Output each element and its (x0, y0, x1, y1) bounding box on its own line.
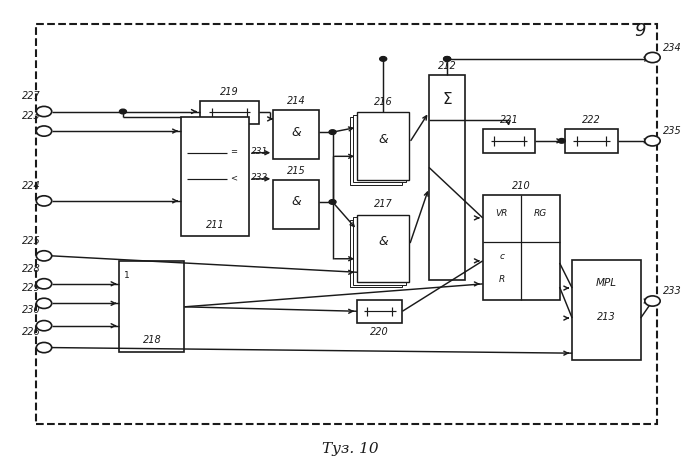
Circle shape (36, 196, 52, 206)
Text: 235: 235 (663, 126, 682, 136)
Circle shape (558, 139, 565, 143)
Circle shape (645, 52, 660, 63)
Text: 216: 216 (374, 97, 393, 107)
Text: c: c (499, 252, 505, 261)
Circle shape (329, 130, 336, 134)
Text: 230: 230 (22, 305, 41, 315)
Circle shape (36, 342, 52, 353)
Text: 9: 9 (634, 22, 645, 40)
Bar (483, 195, 559, 300)
Bar (357, 215, 410, 283)
Bar (357, 113, 410, 180)
Text: 1: 1 (125, 271, 130, 281)
Text: &: & (291, 196, 301, 208)
Bar (181, 117, 249, 236)
Text: RG: RG (533, 209, 547, 218)
Text: 226: 226 (22, 327, 41, 337)
Circle shape (444, 57, 451, 61)
Bar (36, 24, 657, 425)
Bar (120, 262, 184, 352)
Circle shape (36, 106, 52, 117)
Circle shape (645, 296, 660, 306)
Text: 231: 231 (251, 147, 268, 156)
Bar (199, 101, 259, 124)
Circle shape (36, 320, 52, 331)
Bar (354, 115, 406, 182)
Text: &: & (378, 133, 388, 146)
Bar (565, 129, 617, 153)
Text: 232: 232 (251, 173, 268, 183)
Bar (429, 75, 466, 280)
Text: =: = (230, 147, 237, 156)
Text: R: R (499, 275, 505, 284)
Text: &: & (378, 235, 388, 248)
Text: 229: 229 (22, 283, 41, 293)
Text: &: & (291, 126, 301, 139)
Circle shape (379, 57, 386, 61)
Circle shape (120, 109, 127, 114)
Circle shape (36, 126, 52, 136)
Text: 223: 223 (22, 111, 41, 121)
Bar (483, 129, 535, 153)
Circle shape (645, 136, 660, 146)
Circle shape (36, 251, 52, 261)
Bar (273, 180, 318, 229)
Text: Σ: Σ (442, 92, 452, 107)
Text: VR: VR (496, 209, 508, 218)
Bar (350, 117, 402, 184)
Bar (572, 260, 640, 360)
Text: 221: 221 (500, 115, 518, 125)
Text: 225: 225 (22, 236, 41, 246)
Text: 212: 212 (438, 62, 456, 71)
Text: 211: 211 (206, 220, 225, 230)
Text: 210: 210 (512, 181, 531, 191)
Text: 215: 215 (286, 166, 305, 176)
Text: 227: 227 (22, 91, 41, 101)
Bar (354, 217, 406, 285)
Text: 219: 219 (220, 87, 239, 97)
Text: MPL: MPL (596, 278, 617, 288)
Text: 213: 213 (597, 312, 616, 322)
Text: 217: 217 (374, 199, 393, 209)
Bar (273, 110, 318, 159)
Circle shape (329, 199, 336, 204)
Text: 218: 218 (143, 335, 161, 345)
Bar (357, 300, 402, 323)
Circle shape (36, 279, 52, 289)
Bar (350, 219, 402, 287)
Text: 220: 220 (370, 326, 389, 337)
Text: Τуз. 10: Τуз. 10 (322, 442, 378, 456)
Circle shape (444, 57, 451, 61)
Text: 234: 234 (663, 43, 682, 53)
Text: 233: 233 (663, 286, 682, 297)
Text: <: < (230, 173, 237, 183)
Text: 228: 228 (22, 263, 41, 274)
Circle shape (36, 298, 52, 309)
Text: 214: 214 (286, 96, 305, 106)
Text: 222: 222 (582, 115, 601, 125)
Text: 224: 224 (22, 181, 41, 191)
